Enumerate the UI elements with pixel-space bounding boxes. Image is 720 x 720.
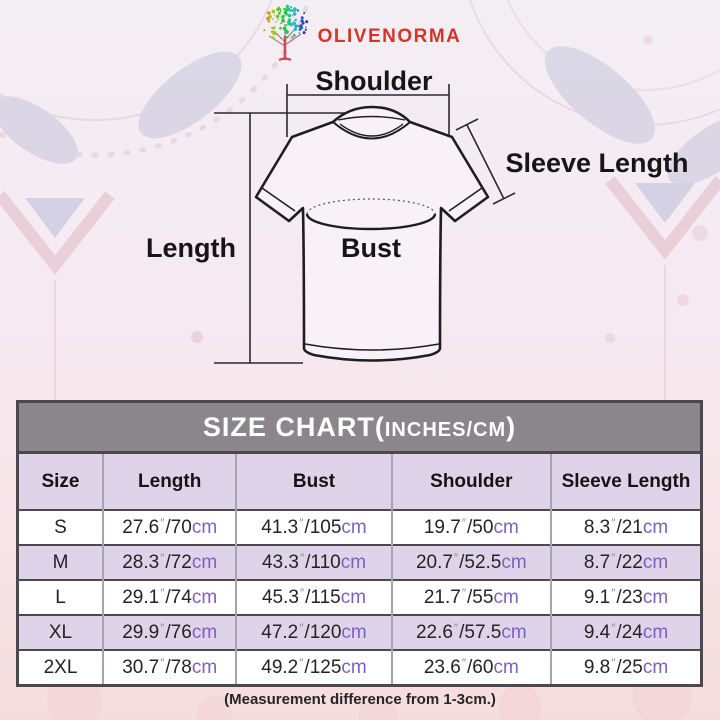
brand-logo: OLIVENORMA [0, 4, 720, 62]
size-chart-table: SIZE CHART(INCHES/CM) Size Length Bust S… [16, 400, 703, 687]
size-table-body: SIZE CHART(INCHES/CM) Size Length Bust S… [17, 400, 702, 686]
measurement-lines [214, 84, 516, 364]
measurement-cell: 9.8″/25cm [550, 649, 702, 686]
sleeve-measure-line [466, 124, 505, 200]
table-row: 2XL 30.7″/78cm 49.2″/125cm 23.6″/60cm 9.8″/2… [17, 649, 702, 686]
measurement-cell: 49.2″/125cm [235, 649, 392, 686]
size-cell: XL [17, 614, 103, 650]
size-cell: M [17, 544, 103, 580]
column-header-length: Length [101, 451, 237, 510]
length-label: Length [146, 233, 236, 263]
measurement-cell: 30.7″/78cm [101, 649, 237, 686]
tshirt-outline [254, 105, 490, 362]
measurement-cell: 20.7″/52.5cm [390, 544, 551, 580]
measurement-cell: 27.6″/70cm [101, 509, 237, 545]
bust-label: Bust [341, 233, 401, 263]
measurement-cell: 9.1″/23cm [550, 579, 702, 615]
measurement-cell: 9.4″/24cm [550, 614, 702, 650]
measurement-cell: 23.6″/60cm [390, 649, 551, 686]
measurement-note: (Measurement difference from 1-3cm.) [224, 691, 496, 708]
measurement-cell: 29.1″/74cm [101, 579, 237, 615]
measurement-cell: 19.7″/50cm [390, 509, 551, 545]
size-cell: 2XL [17, 649, 103, 686]
measurement-cell: 28.3″/72cm [101, 544, 237, 580]
brand-name: OLIVENORMA [317, 26, 462, 47]
table-row: M 28.3″/72cm 43.3″/110cm 20.7″/52.5cm 8.7″/2… [17, 544, 702, 580]
column-header-size: Size [17, 451, 103, 510]
size-cell: L [17, 579, 103, 615]
column-header-bust: Bust [235, 451, 392, 510]
tree-canopy-dots [263, 4, 308, 40]
tree-icon [263, 4, 308, 62]
column-header-shoulder: Shoulder [390, 451, 551, 510]
size-cell: S [17, 509, 103, 545]
measurement-cell: 47.2″/120cm [235, 614, 392, 650]
measurement-cell: 8.3″/21cm [550, 509, 702, 545]
size-chart-title: SIZE CHART(INCHES/CM) [17, 400, 702, 453]
measurement-cell: 29.9″/76cm [101, 614, 237, 650]
measurement-cell: 43.3″/110cm [235, 544, 392, 580]
measurement-cell: 22.6″/57.5cm [390, 614, 551, 650]
measurement-cell: 41.3″/105cm [235, 509, 392, 545]
measurement-cell: 21.7″/55cm [390, 579, 551, 615]
table-row: XL 29.9″/76cm 47.2″/120cm 22.6″/57.5cm 9.4″/… [17, 614, 702, 650]
measurement-cell: 45.3″/115cm [235, 579, 392, 615]
shoulder-label: Shoulder [315, 66, 432, 96]
table-row: S 27.6″/70cm 41.3″/105cm 19.7″/50cm 8.3″/21c… [17, 509, 702, 545]
bust-ellipse-bottom [305, 213, 437, 231]
bust-ellipse-top [306, 198, 436, 215]
measurement-cell: 8.7″/22cm [550, 544, 702, 580]
sleeve-length-label: Sleeve Length [505, 148, 688, 178]
table-title-row: SIZE CHART(INCHES/CM) [17, 400, 702, 453]
tshirt-measurement-diagram: Shoulder Sleeve Length Length Bust [146, 66, 689, 364]
column-header-sleeve-length: Sleeve Length [550, 451, 702, 510]
table-header-row: Size Length Bust Shoulder Sleeve Length [17, 451, 702, 510]
table-row: L 29.1″/74cm 45.3″/115cm 21.7″/55cm 9.1″/23c… [17, 579, 702, 615]
